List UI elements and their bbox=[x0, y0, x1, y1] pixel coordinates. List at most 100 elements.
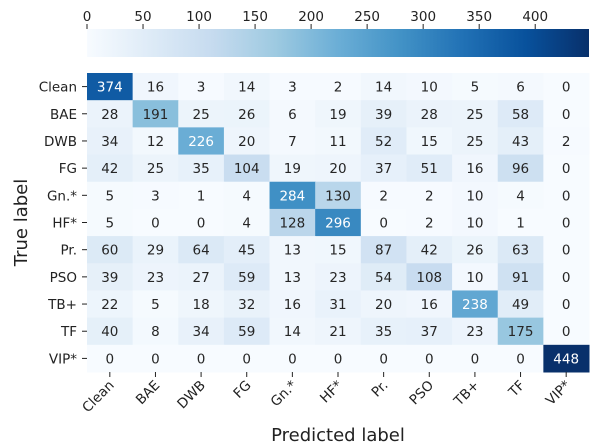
heatmap-cell bbox=[315, 127, 362, 156]
cell-value-label: 0 bbox=[151, 216, 160, 232]
heatmap-cell bbox=[543, 317, 590, 346]
heatmap-cell bbox=[497, 181, 544, 210]
cell-value-label: 448 bbox=[553, 351, 579, 367]
cell-value-label: 13 bbox=[284, 270, 301, 286]
cell-value-label: 0 bbox=[562, 324, 571, 340]
heatmap-cell bbox=[178, 344, 225, 373]
cell-value-label: 26 bbox=[238, 107, 255, 123]
cell-value-label: 5 bbox=[151, 297, 160, 313]
heatmap-cell bbox=[315, 100, 362, 128]
cell-value-label: 0 bbox=[379, 351, 388, 367]
cell-value-label: 0 bbox=[562, 188, 571, 204]
colorbar-ticks: 0 50 100 150 200 250 300 350 400 bbox=[83, 9, 548, 29]
heatmap-cell bbox=[223, 181, 271, 210]
cell-value-label: 130 bbox=[325, 188, 351, 204]
heatmap-cell bbox=[269, 100, 316, 128]
heatmap-cell bbox=[543, 344, 590, 373]
heatmap-cell bbox=[269, 73, 316, 101]
cell-value-label: 42 bbox=[421, 243, 438, 259]
y-axis-ticks: Clean BAE DWB FG Gn.* HF* Pr. PSO TB+ TF VIP* bbox=[39, 80, 87, 367]
cell-value-label: 16 bbox=[421, 297, 438, 313]
x-tick-label: Gn.* bbox=[268, 377, 301, 410]
cell-value-label: 64 bbox=[192, 243, 209, 259]
heatmap-cell bbox=[132, 263, 179, 291]
heatmap-cell bbox=[406, 181, 453, 210]
cell-value-label: 39 bbox=[101, 270, 118, 286]
cell-value-label: 28 bbox=[421, 107, 438, 123]
y-tick-label: HF* bbox=[52, 216, 77, 232]
heatmap-cell bbox=[452, 290, 499, 319]
colorbar-tick-label: 100 bbox=[186, 9, 212, 25]
heatmap-cell bbox=[87, 208, 134, 237]
heatmap-cell bbox=[543, 73, 590, 101]
cell-value-label: 0 bbox=[151, 351, 160, 367]
y-tick-label: Gn.* bbox=[47, 188, 77, 204]
heatmap-cell bbox=[87, 181, 134, 210]
heatmap-cell bbox=[452, 100, 499, 128]
heatmap-cell bbox=[132, 73, 179, 101]
cell-value-label: 2 bbox=[562, 134, 571, 150]
heatmap-cell bbox=[269, 317, 316, 346]
cell-value-label: 16 bbox=[147, 80, 164, 96]
heatmap-cells bbox=[87, 73, 590, 373]
heatmap-cell bbox=[497, 290, 544, 319]
cell-value-label: 2 bbox=[425, 216, 434, 232]
heatmap-cell bbox=[315, 344, 362, 373]
colorbar-tick-label: 400 bbox=[522, 9, 548, 25]
x-tick-label: FG bbox=[230, 378, 254, 402]
cell-value-label: 1 bbox=[516, 216, 525, 232]
cell-value-label: 10 bbox=[421, 80, 438, 96]
cell-value-label: 0 bbox=[334, 351, 343, 367]
y-axis-label: True label bbox=[11, 179, 32, 268]
cell-value-label: 8 bbox=[151, 324, 160, 340]
heatmap-cell bbox=[223, 127, 271, 156]
heatmap-cell bbox=[178, 181, 225, 210]
heatmap-cell bbox=[497, 208, 544, 237]
x-tick-label: DWB bbox=[174, 378, 209, 413]
cell-value-label: 16 bbox=[466, 161, 483, 177]
heatmap-cell bbox=[315, 290, 362, 319]
cell-value-label: 20 bbox=[329, 161, 346, 177]
cell-value-label: 31 bbox=[329, 297, 346, 313]
heatmap-cell bbox=[452, 317, 499, 346]
heatmap-cell bbox=[87, 263, 134, 291]
y-tick-label: VIP* bbox=[49, 351, 77, 367]
heatmap-cell bbox=[132, 100, 179, 128]
x-axis-ticks: Clean BAE DWB FG Gn.* HF* Pr. PSO TB+ TF VIP* bbox=[79, 372, 574, 416]
heatmap-cell bbox=[87, 236, 134, 264]
x-tick-label: VIP* bbox=[543, 377, 574, 408]
heatmap-cell bbox=[406, 73, 453, 101]
cell-value-label: 59 bbox=[238, 324, 255, 340]
cell-value-label: 0 bbox=[288, 351, 297, 367]
y-tick-label: FG bbox=[59, 161, 77, 177]
heatmap-cell bbox=[87, 290, 134, 319]
cell-value-label: 0 bbox=[197, 216, 206, 232]
heatmap-cell bbox=[315, 208, 362, 237]
heatmap-cell bbox=[406, 290, 453, 319]
heatmap-cell bbox=[452, 154, 499, 183]
heatmap-cell bbox=[132, 154, 179, 183]
heatmap-cell bbox=[223, 154, 271, 183]
cell-value-label: 39 bbox=[375, 107, 392, 123]
heatmap-cell bbox=[360, 100, 407, 128]
heatmap-cell bbox=[315, 181, 362, 210]
heatmap-cell bbox=[406, 208, 453, 237]
cell-value-label: 5 bbox=[106, 188, 115, 204]
cell-value-label: 23 bbox=[329, 270, 346, 286]
cell-value-label: 96 bbox=[512, 161, 529, 177]
cell-value-label: 12 bbox=[147, 134, 164, 150]
cell-value-label: 63 bbox=[512, 243, 529, 259]
heatmap-cell bbox=[360, 127, 407, 156]
heatmap-cell bbox=[406, 154, 453, 183]
cell-value-label: 374 bbox=[97, 80, 123, 96]
cell-value-label: 25 bbox=[192, 107, 209, 123]
cell-value-label: 91 bbox=[512, 270, 529, 286]
cell-value-label: 128 bbox=[279, 216, 305, 232]
heatmap-cell bbox=[315, 317, 362, 346]
heatmap-cell bbox=[269, 208, 316, 237]
heatmap-cell bbox=[360, 344, 407, 373]
heatmap-cell bbox=[543, 263, 590, 291]
heatmap-cell bbox=[360, 263, 407, 291]
cell-value-label: 3 bbox=[197, 80, 206, 96]
heatmap-cell bbox=[132, 236, 179, 264]
